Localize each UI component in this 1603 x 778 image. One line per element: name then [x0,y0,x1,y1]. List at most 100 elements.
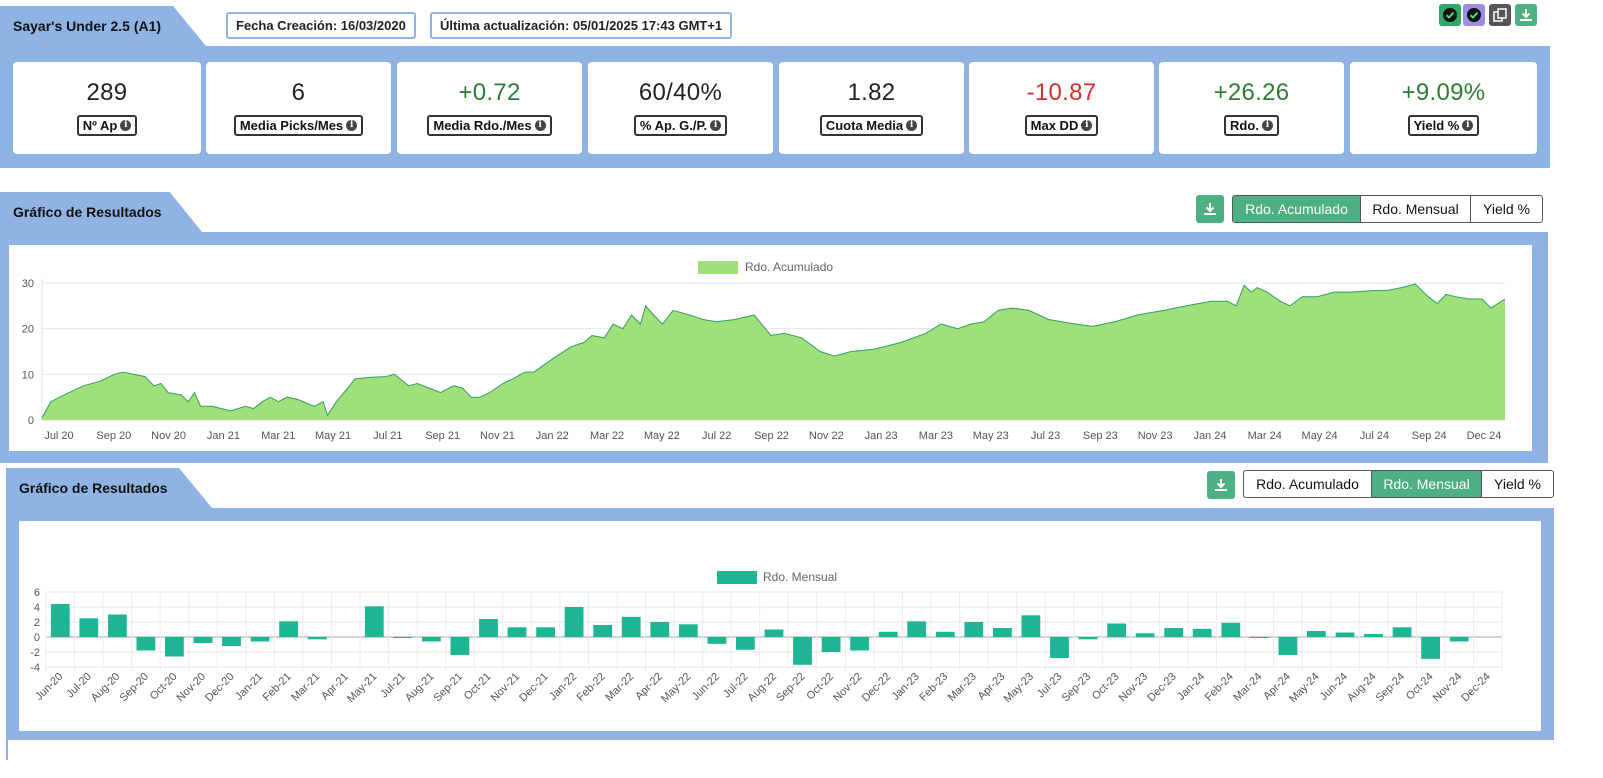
tab-yield-2[interactable]: Yield % [1494,476,1541,492]
bar[interactable] [479,619,498,637]
info-icon[interactable]: i [346,120,358,131]
bar[interactable] [1021,615,1041,638]
bar[interactable] [165,637,184,657]
x-tick-label: Aug-21 [403,671,437,705]
bar[interactable] [821,637,841,652]
copy-icon[interactable] [1489,4,1511,26]
bar[interactable] [964,622,984,637]
bar[interactable] [793,637,812,665]
legend-swatch[interactable] [698,261,738,274]
bar[interactable] [279,621,298,638]
x-tick-label: Nov 23 [1138,430,1173,442]
x-tick-label: Nov-23 [1117,671,1151,705]
stat-label[interactable]: Yield % i [1407,115,1480,136]
info-icon[interactable]: i [710,120,722,131]
stat-label[interactable]: Max DD i [1024,115,1099,136]
info-icon[interactable]: i [1462,120,1474,131]
bar[interactable] [250,637,270,642]
bar[interactable] [1221,622,1241,638]
bar[interactable] [593,625,613,637]
bar[interactable] [50,604,70,637]
bar[interactable] [1249,637,1269,638]
bar[interactable] [1107,623,1126,638]
bar[interactable] [907,621,927,638]
stat-label-text: Max DD [1030,118,1079,133]
stat-label[interactable]: Media Picks/Mes i [233,115,364,136]
bar[interactable] [108,614,127,638]
bar[interactable] [1192,628,1212,638]
stat-label-text: Media Picks/Mes [239,118,344,133]
stat-label[interactable]: Cuota Media i [819,115,924,136]
x-tick-label: Dec-23 [1145,671,1179,705]
y-tick-label: 0 [34,632,40,644]
bar[interactable] [507,627,527,638]
stat-label[interactable]: Nº Ap i [76,115,138,136]
bar[interactable] [222,637,241,646]
bar[interactable] [307,637,327,640]
bar[interactable] [678,624,698,638]
check-purple-icon[interactable] [1463,4,1485,26]
bar[interactable] [1278,637,1298,655]
bar[interactable] [422,637,441,642]
info-icon[interactable]: i [120,120,132,131]
info-icon[interactable]: i [1261,120,1273,131]
bar[interactable] [364,606,384,638]
bar[interactable] [1307,631,1326,637]
x-tick-label: Mar-21 [289,671,322,704]
info-icon[interactable]: i [1081,120,1093,131]
x-tick-label: Aug-20 [89,671,123,705]
bar[interactable] [450,637,470,655]
x-tick-label: Aug-24 [1345,671,1379,705]
x-tick-label: Mar 24 [1248,430,1282,442]
bar[interactable] [878,631,898,638]
bar[interactable] [650,622,670,637]
section-title-text-2: Gráfico de Resultados [19,480,168,496]
stat-label[interactable]: Media Rdo./Mes i [427,115,552,136]
check-green-icon[interactable] [1439,4,1461,26]
info-icon[interactable]: i [906,120,918,131]
tab-rdo-acumulado-2[interactable]: Rdo. Acumulado [1244,471,1372,497]
bar[interactable] [193,637,213,643]
bar[interactable] [136,637,156,651]
tab-rdo-mensual[interactable]: Rdo. Mensual [1361,196,1471,222]
tab-yield[interactable]: Yield % [1483,201,1530,217]
legend-swatch[interactable] [717,571,757,584]
bar[interactable] [993,628,1012,637]
bar[interactable] [564,607,584,637]
monthly-chart: Rdo. Mensual 6 4 2 0 -2 -4 Jun-20 Jul-20 Aug-20 Se… [19,521,1541,731]
stat-value: +0.72 [458,79,521,106]
stat-label[interactable]: % Ap. G./P. i [633,115,728,136]
bar[interactable] [1078,637,1098,640]
download-chart-button-2[interactable] [1207,471,1235,499]
x-tick-label: Feb-24 [1203,671,1236,704]
download-icon[interactable] [1515,4,1537,26]
bar[interactable] [1364,634,1383,637]
bar[interactable] [1164,628,1184,637]
bar[interactable] [393,637,413,638]
download-chart-button[interactable] [1196,195,1224,223]
bar[interactable] [1135,633,1155,638]
bar[interactable] [764,629,784,638]
bar[interactable] [1449,637,1469,642]
bar[interactable] [1050,637,1069,658]
bar[interactable] [736,637,755,650]
bar[interactable] [1421,637,1440,659]
bar[interactable] [536,627,555,638]
tab-rdo-mensual-2[interactable]: Rdo. Mensual [1372,471,1482,497]
x-tick-label: Jan 23 [865,430,898,442]
bar[interactable] [707,637,727,644]
bar[interactable] [79,618,99,638]
stat-card: 60/40% % Ap. G./P. i [588,62,773,154]
x-tick-label: Jul 21 [373,430,402,442]
tab-rdo-acumulado[interactable]: Rdo. Acumulado [1233,196,1361,222]
stat-label[interactable]: Rdo. i [1224,115,1279,136]
bar[interactable] [1335,632,1355,638]
y-tick-label: 0 [28,415,34,427]
x-tick-label: May 24 [1302,430,1338,442]
page-title-text: Sayar's Under 2.5 (A1) [13,18,162,34]
bar[interactable] [935,631,955,638]
bar[interactable] [850,637,869,651]
info-icon[interactable]: i [534,120,546,131]
bar[interactable] [621,616,641,638]
bar[interactable] [1392,627,1412,638]
